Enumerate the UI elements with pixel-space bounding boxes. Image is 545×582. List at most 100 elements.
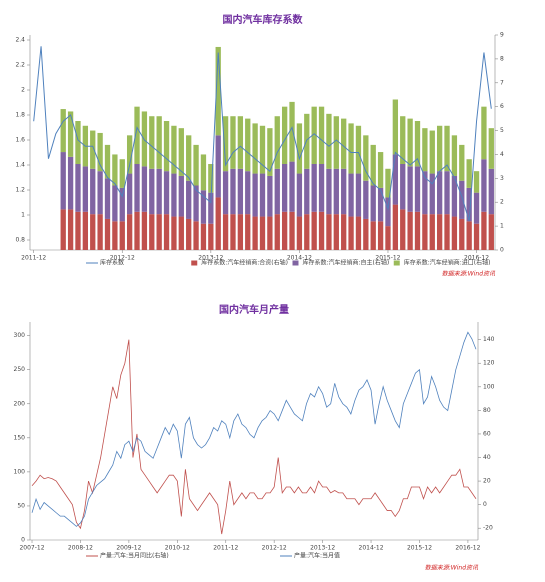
- y-tick-label: 50: [17, 502, 25, 509]
- bar-segment: [466, 187, 472, 222]
- x-tick-label: 2009-12: [116, 545, 141, 552]
- bar-segment: [466, 159, 472, 188]
- bar-segment: [385, 226, 391, 250]
- x-tick-label: 2013-12: [198, 255, 223, 262]
- bar-segment: [318, 211, 325, 250]
- bar-segment: [444, 171, 450, 215]
- bar-segment: [363, 180, 369, 219]
- bar-segment: [429, 130, 435, 174]
- bar-segment: [274, 214, 280, 250]
- bar-segment: [222, 171, 229, 215]
- y-tick-label: 1: [21, 212, 25, 219]
- chart-title: 国内汽车库存系数: [223, 13, 304, 26]
- bar-segment: [126, 214, 133, 250]
- bar-segment: [141, 166, 148, 212]
- legend-label: 库存系数:汽车经销商:进口(右轴): [404, 259, 491, 267]
- y2-tick-label: 40: [483, 454, 491, 461]
- bar-segment: [473, 223, 480, 250]
- bar-segment: [149, 116, 155, 169]
- y2-tick-label: 0: [500, 247, 504, 254]
- bar-segment: [171, 125, 177, 174]
- bar-segment: [429, 214, 435, 250]
- bar-segment: [90, 214, 96, 250]
- bar-segment: [281, 106, 288, 164]
- bar-segment: [281, 164, 288, 212]
- bar-segment: [126, 135, 133, 174]
- bar-segment: [318, 106, 325, 164]
- y2-tick-label: 120: [483, 360, 495, 367]
- bar-segment: [459, 144, 465, 181]
- bar-segment: [414, 166, 421, 212]
- series-line: [31, 339, 477, 535]
- bar-segment: [459, 180, 465, 219]
- bar-segment: [163, 171, 170, 215]
- bar-segment: [104, 144, 111, 179]
- bar-segment: [208, 223, 214, 250]
- bar-segment: [141, 211, 148, 250]
- x-tick-label: 2007-12: [19, 545, 44, 552]
- bar-segment: [156, 214, 162, 250]
- bar-segment: [370, 185, 376, 222]
- y2-tick-label: 7: [500, 79, 504, 86]
- bar-segment: [341, 214, 347, 250]
- bar-segment: [444, 125, 450, 172]
- bar-segment: [459, 218, 465, 250]
- bar-segment: [215, 197, 221, 250]
- series-line: [33, 46, 492, 222]
- bar-segment: [341, 118, 347, 169]
- source-note: 数据来源:Wind资讯: [442, 270, 496, 278]
- bar-segment: [348, 123, 354, 174]
- y2-tick-label: 5: [500, 127, 504, 134]
- bar-segment: [215, 46, 221, 136]
- bar-segment: [245, 118, 251, 172]
- bar-segment: [178, 175, 184, 217]
- x-tick-label: 2015-12: [375, 255, 400, 262]
- bar-segment: [97, 171, 103, 215]
- chart-title: 国内汽车月产量: [219, 303, 289, 316]
- bar-segment: [377, 221, 384, 250]
- x-tick-label: 2011-12: [213, 545, 238, 552]
- legend-label: 库存系数:汽车经销商:自主(右轴): [303, 259, 390, 267]
- x-tick-label: 2012-12: [262, 545, 287, 552]
- bar-segment: [436, 125, 443, 172]
- bar-segment: [385, 168, 391, 198]
- y2-tick-label: 100: [483, 383, 495, 390]
- bar-segment: [370, 221, 376, 250]
- bar-segment: [333, 214, 339, 250]
- y2-tick-label: -20: [483, 525, 493, 532]
- bar-segment: [296, 216, 303, 250]
- bar-segment: [119, 187, 125, 222]
- y2-tick-label: 3: [500, 175, 504, 182]
- bar-segment: [267, 175, 273, 217]
- bar-segment: [82, 166, 89, 212]
- bar-segment: [67, 156, 74, 210]
- bar-segment: [473, 192, 480, 224]
- bar-segment: [267, 216, 273, 250]
- y2-tick-label: 80: [483, 407, 491, 414]
- bar-segment: [274, 168, 280, 215]
- bar-segment: [466, 221, 472, 250]
- bar-segment: [304, 168, 310, 215]
- bar-segment: [318, 164, 325, 212]
- bar-segment: [149, 168, 155, 215]
- y-tick-label: 150: [14, 434, 26, 441]
- bar-segment: [414, 211, 421, 250]
- bar-segment: [311, 106, 317, 164]
- bar-segment: [156, 116, 162, 169]
- bar-segment: [60, 152, 66, 210]
- bar-segment: [289, 211, 295, 250]
- bar-segment: [178, 216, 184, 250]
- y-tick-label: 200: [14, 400, 26, 407]
- y2-tick-label: 20: [483, 478, 491, 485]
- bar-segment: [429, 173, 435, 215]
- bar-segment: [414, 121, 421, 167]
- bar-segment: [326, 214, 332, 250]
- bar-segment: [208, 164, 214, 193]
- bar-segment: [60, 209, 66, 250]
- bar-segment: [200, 154, 207, 191]
- bar-segment: [400, 164, 406, 210]
- bar-segment: [326, 168, 332, 215]
- bar-segment: [392, 99, 399, 155]
